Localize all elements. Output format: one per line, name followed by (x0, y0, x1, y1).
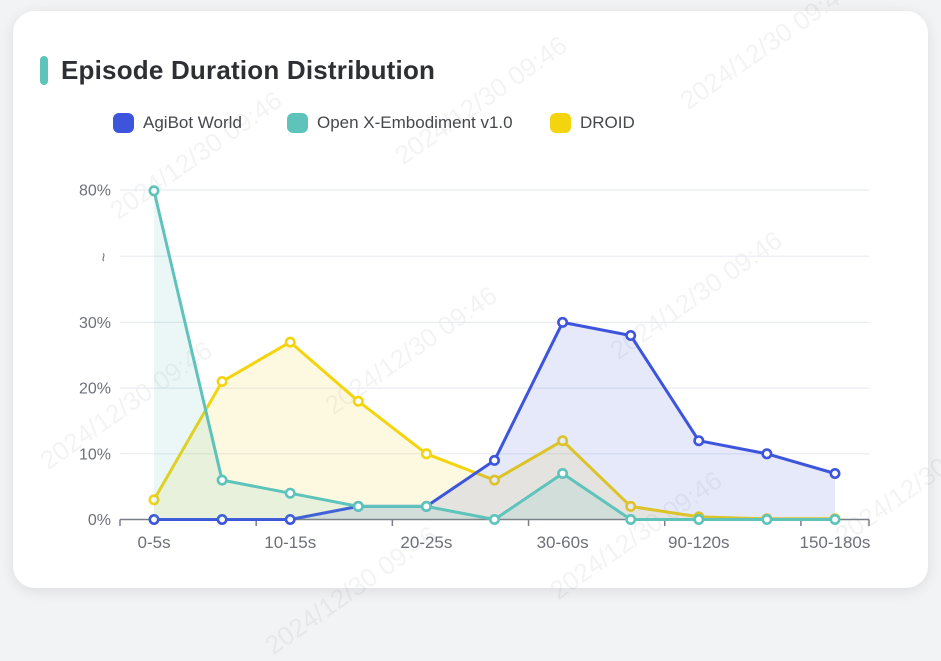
duration-distribution-chart: 0% 10% 20% 30% ~80% 0-5s 10-15s 20-25s 30-60s 90-… (79, 183, 871, 553)
legend-item-droid[interactable]: DROID (550, 113, 635, 133)
data-point[interactable] (693, 513, 705, 525)
series-area (154, 322, 835, 520)
data-point[interactable] (761, 513, 773, 525)
data-point[interactable] (420, 448, 432, 460)
data-point[interactable] (829, 467, 841, 479)
y-axis-label: ~ (94, 253, 111, 262)
data-point[interactable] (488, 474, 500, 486)
y-axis-label: 0% (88, 512, 111, 529)
chart-header: Episode Duration Distribution (40, 55, 435, 86)
data-point[interactable] (625, 329, 637, 341)
data-point[interactable] (352, 500, 364, 512)
legend-label: Open X-Embodiment v1.0 (317, 113, 513, 132)
legend-swatch-icon (113, 113, 134, 133)
legend-label: AgiBot World (143, 113, 242, 132)
x-axis-label: 90-120s (668, 533, 729, 552)
legend-swatch-icon (287, 113, 308, 133)
data-point[interactable] (284, 336, 296, 348)
x-axis-label: 0-5s (138, 533, 171, 552)
legend-swatch-icon (550, 113, 571, 133)
data-point[interactable] (761, 448, 773, 460)
data-point[interactable] (557, 467, 569, 479)
series-area (154, 190, 835, 520)
chart-card (13, 11, 928, 588)
legend-item-agibot-world[interactable]: AgiBot World (113, 113, 242, 133)
data-point[interactable] (216, 513, 228, 525)
data-point[interactable] (829, 513, 841, 525)
x-axis-label: 30-60s (537, 533, 589, 552)
y-axis-label: 80% (79, 183, 111, 200)
data-point[interactable] (216, 375, 228, 387)
title-accent-bar (40, 56, 48, 85)
chart-legend: AgiBot World Open X-Embodiment v1.0 DROI… (0, 113, 941, 137)
data-point[interactable] (625, 513, 637, 525)
data-point[interactable] (352, 395, 364, 407)
y-axis-label: 30% (79, 315, 111, 332)
x-axis-label: 20-25s (400, 533, 452, 552)
legend-label: DROID (580, 113, 635, 132)
page-title: Episode Duration Distribution (61, 55, 436, 85)
series-area (154, 342, 835, 520)
data-point[interactable] (148, 185, 160, 197)
data-point[interactable] (557, 316, 569, 328)
data-point[interactable] (557, 435, 569, 447)
data-point[interactable] (284, 513, 296, 525)
data-point[interactable] (488, 454, 500, 466)
data-point[interactable] (488, 513, 500, 525)
data-point[interactable] (284, 487, 296, 499)
data-point[interactable] (148, 513, 160, 525)
data-point[interactable] (216, 474, 228, 486)
data-point[interactable] (420, 500, 432, 512)
data-point[interactable] (693, 435, 705, 447)
data-point[interactable] (625, 500, 637, 512)
x-axis-label: 10-15s (264, 533, 316, 552)
legend-item-open-x-embodiment[interactable]: Open X-Embodiment v1.0 (287, 113, 513, 133)
y-axis-label: 20% (79, 381, 111, 398)
x-axis-label: 150-180s (800, 533, 871, 552)
y-axis-label: 10% (79, 446, 111, 463)
data-point[interactable] (148, 494, 160, 506)
